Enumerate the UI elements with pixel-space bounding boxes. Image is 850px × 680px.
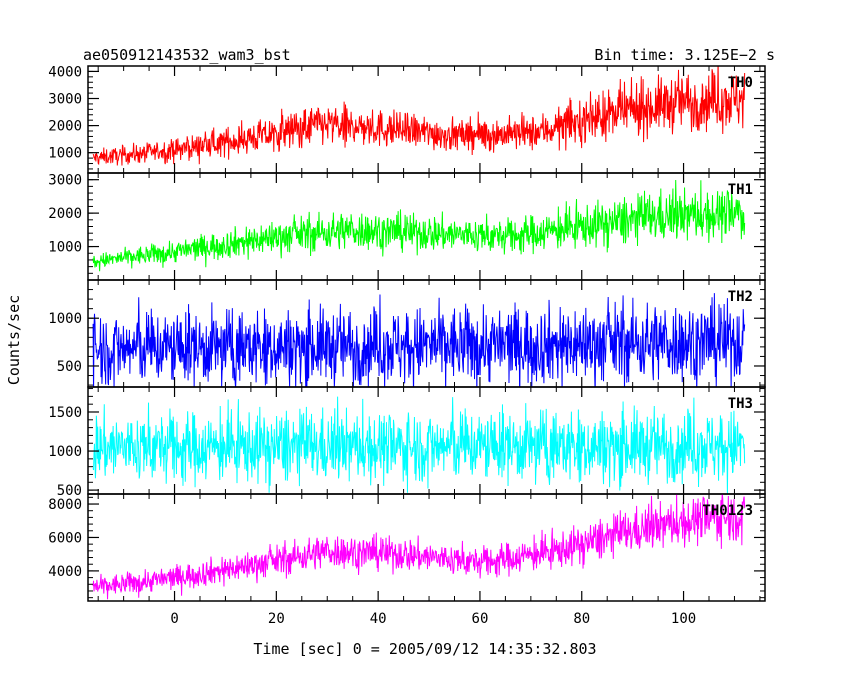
series-line-th2 — [92, 293, 746, 387]
panel-frame — [87, 493, 766, 602]
y-tick-label: 1000 — [48, 146, 82, 162]
x-tick-label: 60 — [472, 611, 489, 627]
x-tick-label: 40 — [370, 611, 387, 627]
y-tick-label: 3000 — [48, 173, 82, 189]
y-tick-label: 1000 — [48, 444, 82, 460]
panel-th2: 500 1000 TH2 — [48, 279, 766, 388]
x-axis-label: Time [sec] 0 = 2005/09/12 14:35:32.803 — [253, 640, 596, 658]
y-tick-label: 6000 — [48, 530, 82, 546]
series-line-th1 — [92, 180, 746, 272]
y-tick-label: 1000 — [48, 311, 82, 327]
panels-group: 1000200030004000TH0100020003000TH1500100… — [48, 64, 766, 627]
panel-th0: 1000 2000 3000 4000 TH0 — [48, 64, 766, 174]
x-tick-label: 100 — [671, 611, 696, 627]
series-line-th3 — [92, 396, 746, 494]
x-tick-label: 80 — [573, 611, 590, 627]
series-line-th0123 — [92, 494, 746, 600]
y-tick-label: 4000 — [48, 64, 82, 80]
y-tick-label: 500 — [57, 483, 82, 499]
panel-label: TH2 — [728, 289, 753, 305]
y-tick-label: 2000 — [48, 206, 82, 222]
y-tick-label: 2000 — [48, 119, 82, 135]
chart-title-right: Bin time: 3.125E−2 s — [594, 46, 775, 64]
panel-th3: 500 1000 1500 TH3 — [48, 386, 766, 499]
y-tick-label: 1500 — [48, 405, 82, 421]
y-tick-label: 8000 — [48, 497, 82, 513]
panel-label: TH0 — [728, 75, 753, 91]
panel-th0123: 4000 6000 8000 TH0123 — [48, 493, 766, 602]
y-tick-label: 4000 — [48, 564, 82, 580]
y-axis-label: Counts/sec — [5, 295, 23, 385]
y-tick-label: 500 — [57, 359, 82, 375]
x-tick-label: 20 — [268, 611, 285, 627]
x-tick-label: 0 — [170, 611, 178, 627]
y-tick-label: 3000 — [48, 92, 82, 108]
y-tick-label: 1000 — [48, 240, 82, 256]
panel-label: TH1 — [728, 182, 753, 198]
panel-label: TH0123 — [702, 503, 753, 519]
series-line-th0 — [92, 66, 746, 166]
panel-label: TH3 — [728, 396, 753, 412]
panel-th1: 1000 2000 3000 TH1 — [48, 172, 766, 281]
chart-title-left: ae050912143532_wam3_bst — [83, 46, 291, 64]
